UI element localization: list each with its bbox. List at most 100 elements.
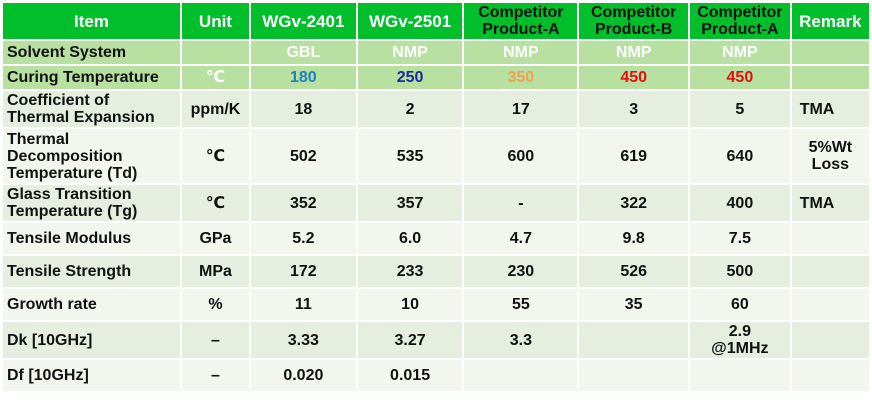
remark-cell — [791, 223, 869, 254]
remark-cell: TMA — [791, 91, 869, 127]
value-cell: 17 — [464, 91, 578, 127]
value-line1: 2.9 — [728, 323, 751, 340]
value-cell: 35 — [579, 289, 689, 320]
value-cell: 7.5 — [690, 223, 790, 254]
value-cell: NMP — [464, 41, 578, 64]
row-label: Growth rate — [3, 289, 180, 320]
remark-cell: TMA — [791, 185, 869, 221]
row-label-line2: Thermal Expansion — [7, 109, 155, 126]
unit-cell: ℃ — [181, 185, 249, 221]
value-cell: 357 — [357, 185, 463, 221]
row-label: Tensile Modulus — [3, 223, 180, 254]
row-label-line3: Temperature (Td) — [7, 164, 138, 182]
row-growth-rate: Growth rate % 11 10 55 35 60 — [3, 289, 869, 320]
remark-cell — [791, 66, 869, 89]
value-cell: 60 — [690, 289, 790, 320]
value-cell: 526 — [579, 256, 689, 287]
header-competitor-a-line2: Product-A — [482, 21, 560, 38]
header-competitor-a-2-line2: Product-A — [701, 21, 779, 38]
row-label: Glass Transition Temperature (Tg) — [3, 185, 180, 221]
value-cell: 352 — [251, 185, 356, 221]
remark-cell — [791, 256, 869, 287]
remark-cell — [791, 360, 869, 391]
value-cell: 2 — [357, 91, 463, 127]
value-cell: NMP — [690, 41, 790, 64]
unit-cell: ℃ — [181, 66, 249, 89]
value-cell: 450 — [579, 66, 689, 89]
row-label-line1: Thermal — [7, 130, 70, 148]
value-cell — [690, 360, 790, 391]
header-competitor-a-2: Competitor Product-A — [690, 3, 790, 39]
header-row: Item Unit WGv-2401 WGv-2501 Competitor P… — [3, 3, 869, 39]
remark-cell: 5%Wt Loss — [791, 129, 869, 183]
remark-cell — [791, 41, 869, 64]
header-wgv-2401: WGv-2401 — [251, 3, 356, 39]
value-cell: 6.0 — [357, 223, 463, 254]
value-cell: 600 — [464, 129, 578, 183]
row-dk: Dk [10GHz] – 3.33 3.27 3.3 2.9 @1MHz — [3, 322, 869, 358]
unit-cell: ppm/K — [181, 91, 249, 127]
value-cell: 180 — [251, 66, 356, 89]
row-label: Df [10GHz] — [3, 360, 180, 391]
value-cell: 9.8 — [579, 223, 689, 254]
header-wgv-2501: WGv-2501 — [357, 3, 463, 39]
value-cell: 450 — [690, 66, 790, 89]
row-tensile-modulus: Tensile Modulus GPa 5.2 6.0 4.7 9.8 7.5 — [3, 223, 869, 254]
unit-cell: GPa — [181, 223, 249, 254]
value-cell: 3.3 — [464, 322, 578, 358]
remark-cell — [791, 289, 869, 320]
header-unit: Unit — [181, 3, 249, 39]
value-cell: NMP — [579, 41, 689, 64]
unit-cell: % — [181, 289, 249, 320]
row-td: Thermal Decomposition Temperature (Td) ℃… — [3, 129, 869, 183]
row-label: Solvent System — [3, 41, 180, 64]
remark-line1: 5%Wt — [808, 139, 853, 156]
value-cell: 3.27 — [357, 322, 463, 358]
row-tensile-strength: Tensile Strength MPa 172 233 230 526 500 — [3, 256, 869, 287]
value-cell: 230 — [464, 256, 578, 287]
unit-cell: MPa — [181, 256, 249, 287]
value-cell: 4.7 — [464, 223, 578, 254]
value-cell: 0.015 — [357, 360, 463, 391]
value-cell: - — [464, 185, 578, 221]
value-line2: @1MHz — [711, 340, 769, 357]
header-competitor-a-line1: Competitor — [478, 4, 564, 21]
value-cell: 55 — [464, 289, 578, 320]
header-competitor-b-line1: Competitor — [591, 4, 677, 21]
row-label-line2: Decomposition — [7, 147, 123, 165]
row-curing-temperature: Curing Temperature ℃ 180 250 350 450 450 — [3, 66, 869, 89]
value-cell: 2.9 @1MHz — [690, 322, 790, 358]
value-cell: 350 — [464, 66, 578, 89]
unit-cell: ℃ — [181, 129, 249, 183]
value-cell: 5.2 — [251, 223, 356, 254]
remark-line2: Loss — [811, 156, 850, 173]
row-label: Tensile Strength — [3, 256, 180, 287]
value-cell: 10 — [357, 289, 463, 320]
value-cell: 640 — [690, 129, 790, 183]
header-competitor-b: Competitor Product-B — [579, 3, 689, 39]
header-competitor-b-line2: Product-B — [595, 21, 673, 38]
value-cell: 535 — [357, 129, 463, 183]
value-cell: NMP — [357, 41, 463, 64]
value-cell: 3 — [579, 91, 689, 127]
value-cell — [579, 360, 689, 391]
value-cell: 172 — [251, 256, 356, 287]
value-cell: 500 — [690, 256, 790, 287]
value-cell: 250 — [357, 66, 463, 89]
value-cell: 400 — [690, 185, 790, 221]
value-cell — [464, 360, 578, 391]
value-cell: 3.33 — [251, 322, 356, 358]
value-cell: 0.020 — [251, 360, 356, 391]
row-label-line1: Coefficient of — [7, 92, 110, 109]
header-competitor-a: Competitor Product-A — [464, 3, 578, 39]
row-label: Curing Temperature — [3, 66, 180, 89]
row-label: Coefficient of Thermal Expansion — [3, 91, 180, 127]
row-cte: Coefficient of Thermal Expansion ppm/K 1… — [3, 91, 869, 127]
value-cell: GBL — [251, 41, 356, 64]
row-label-line1: Glass Transition — [7, 186, 132, 203]
unit-cell — [181, 41, 249, 64]
remark-cell — [791, 322, 869, 358]
unit-cell: – — [181, 360, 249, 391]
value-cell — [579, 322, 689, 358]
value-cell: 18 — [251, 91, 356, 127]
